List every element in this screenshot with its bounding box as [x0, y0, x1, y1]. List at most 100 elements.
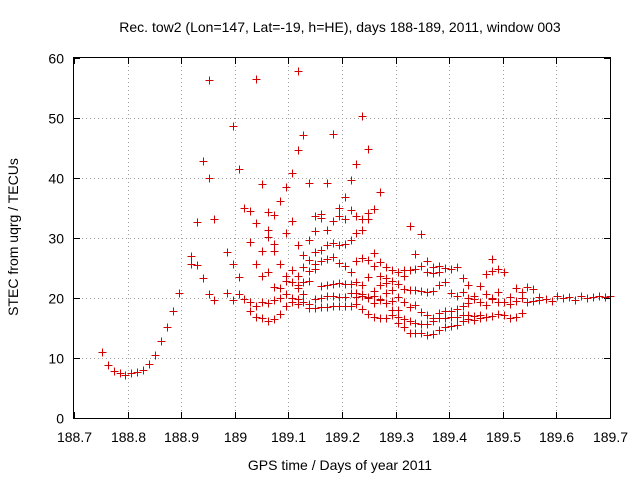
data-point — [352, 278, 361, 287]
data-point — [417, 329, 426, 338]
data-point — [317, 246, 326, 255]
data-point — [583, 294, 592, 303]
data-point — [294, 281, 303, 290]
data-point — [205, 174, 214, 183]
y-tick-label: 20 — [48, 291, 64, 307]
data-point — [470, 292, 479, 301]
data-point — [187, 252, 196, 261]
data-point — [482, 301, 491, 310]
data-point — [417, 230, 426, 239]
data-point — [447, 322, 456, 331]
x-tick-label: 189 — [224, 429, 248, 445]
data-point — [317, 282, 326, 291]
data-point — [406, 222, 415, 231]
data-point — [335, 204, 344, 213]
data-point — [199, 274, 208, 283]
data-point — [258, 314, 267, 323]
x-tick-label: 189.4 — [432, 429, 467, 445]
data-point — [370, 287, 379, 296]
data-point — [323, 179, 332, 188]
data-point — [464, 281, 473, 290]
data-point — [288, 278, 297, 287]
data-point — [423, 311, 432, 320]
data-point — [382, 263, 391, 272]
data-point — [341, 193, 350, 202]
data-point — [548, 297, 557, 306]
data-point — [595, 292, 604, 301]
x-tick-label: 189.7 — [593, 429, 628, 445]
y-tick-label: 40 — [48, 171, 64, 187]
data-point — [299, 298, 308, 307]
data-point — [435, 309, 444, 318]
data-point — [264, 233, 273, 242]
data-point — [406, 266, 415, 275]
data-point — [382, 314, 391, 323]
data-point — [571, 296, 580, 305]
data-point — [347, 268, 356, 277]
data-point — [506, 314, 515, 323]
data-point — [323, 241, 332, 250]
data-point — [464, 315, 473, 324]
y-tick-label: 10 — [48, 351, 64, 367]
data-point — [294, 300, 303, 309]
data-point — [382, 299, 391, 308]
data-point — [288, 169, 297, 178]
data-point — [512, 313, 521, 322]
data-point — [341, 293, 350, 302]
data-point — [210, 215, 219, 224]
data-point — [347, 280, 356, 289]
data-point — [423, 257, 432, 266]
data-point — [447, 307, 456, 316]
data-point — [459, 317, 468, 326]
data-point — [394, 268, 403, 277]
data-point — [347, 176, 356, 185]
data-point — [210, 296, 219, 305]
data-point — [441, 323, 450, 332]
data-point — [163, 323, 172, 332]
data-point — [494, 310, 503, 319]
data-point — [435, 262, 444, 271]
x-tick-label: 189.5 — [486, 429, 521, 445]
data-point — [341, 215, 350, 224]
data-point — [423, 331, 432, 340]
data-point — [394, 319, 403, 328]
data-point — [459, 302, 468, 311]
data-point — [205, 290, 214, 299]
data-point — [435, 281, 444, 290]
data-point — [453, 313, 462, 322]
data-point — [453, 292, 462, 301]
data-point — [288, 266, 297, 275]
data-point — [347, 206, 356, 215]
x-tick-label: 188.8 — [111, 429, 146, 445]
data-point — [559, 294, 568, 303]
data-point — [193, 261, 202, 270]
data-point — [482, 290, 491, 299]
data-point — [329, 217, 338, 226]
data-point — [417, 287, 426, 296]
data-point — [288, 217, 297, 226]
data-point — [133, 368, 142, 377]
data-point — [139, 366, 148, 375]
data-point — [252, 260, 261, 269]
y-tick-label: 0 — [56, 411, 64, 427]
data-point — [488, 294, 497, 303]
data-point — [258, 272, 267, 281]
data-point — [323, 226, 332, 235]
data-point — [323, 255, 332, 264]
data-point — [429, 263, 438, 272]
data-point — [240, 204, 249, 213]
data-point — [364, 310, 373, 319]
data-point — [364, 209, 373, 218]
y-axis-label: STEC from uqrg / TECUs — [5, 158, 21, 316]
data-point — [223, 289, 232, 298]
data-point — [270, 296, 279, 305]
x-tick-label: 189.1 — [271, 429, 306, 445]
data-point — [294, 67, 303, 76]
x-axis-label: GPS time / Days of year 2011 — [248, 457, 432, 473]
data-point — [311, 304, 320, 313]
data-point — [121, 371, 130, 380]
axis-ticks — [74, 58, 611, 419]
data-point — [235, 290, 244, 299]
data-point — [270, 211, 279, 220]
